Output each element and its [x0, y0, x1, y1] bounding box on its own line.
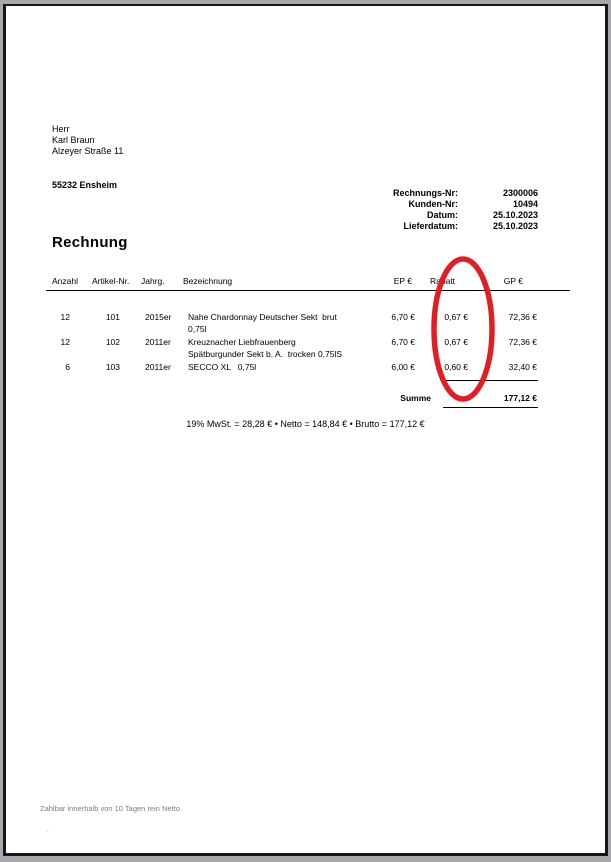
cell-gp: 32,40 €: [508, 362, 537, 372]
red-ellipse-annotation: [431, 256, 495, 402]
cell-bezeichnung: Nahe Chardonnay Deutscher Sekt brut 0,75…: [188, 312, 413, 335]
recipient-name: Karl Braun: [52, 135, 95, 145]
column-header-bezeichnung: Bezeichnung: [183, 276, 233, 286]
recipient-address-block: Herr Karl Braun Alzeyer Straße 11: [52, 124, 123, 157]
payment-terms-note: Zahlbar innerhalb von 10 Tagen rein Nett…: [40, 804, 183, 813]
cell-jahrg: 2015er: [145, 312, 172, 322]
meta-row-delivery-date: Lieferdatum: 25.10.2023: [318, 221, 538, 232]
cell-artikel-nr: 101: [105, 312, 120, 322]
red-ellipse-shape: [431, 256, 495, 402]
bezeichnung-line-2: 0,75l: [188, 323, 207, 334]
cell-rabatt: 0,67 €: [444, 312, 468, 322]
bezeichnung-line-1: SECCO XL 0,75l: [188, 362, 257, 372]
date-label: Datum:: [427, 210, 458, 220]
delivery-date-label: Lieferdatum:: [403, 221, 458, 231]
customer-number-value: 10494: [512, 199, 538, 209]
invoice-page: Herr Karl Braun Alzeyer Straße 11 55232 …: [3, 4, 608, 856]
page-title: Rechnung: [52, 234, 128, 251]
invoice-meta-block: Rechnungs-Nr: 2300006 Kunden-Nr: 10494 D…: [318, 188, 538, 232]
column-header-ep: EP €: [393, 276, 412, 286]
recipient-city: 55232 Ensheim: [52, 180, 118, 190]
date-value: 25.10.2023: [492, 210, 538, 220]
column-header-gp: GP €: [503, 276, 523, 286]
cell-ep: 6,70 €: [391, 312, 415, 322]
meta-row-invoice-number: Rechnungs-Nr: 2300006: [318, 188, 538, 199]
footer-mark: -: [46, 826, 49, 835]
column-header-anzahl: Anzahl: [52, 276, 78, 286]
cell-bezeichnung: Kreuznacher Liebfrauenberg Spätburgunder…: [188, 337, 413, 360]
cell-anzahl: 12: [60, 312, 70, 322]
cell-artikel-nr: 103: [105, 362, 120, 372]
column-header-artikel-nr: Artikel-Nr.: [92, 276, 130, 286]
total-rule-top: [443, 380, 538, 381]
column-header-jahrg: Jahrg.: [141, 276, 165, 286]
recipient-salutation: Herr: [52, 124, 70, 134]
total-value: 177,12 €: [503, 393, 537, 403]
meta-row-customer-number: Kunden-Nr: 10494: [318, 199, 539, 210]
cell-jahrg: 2011er: [145, 337, 171, 347]
cell-gp: 72,36 €: [508, 337, 537, 347]
table-row: 6 103 2011er SECCO XL 0,75l 6,00 € 0,60 …: [6, 362, 605, 386]
cell-rabatt: 0,67 €: [444, 337, 468, 347]
invoice-number-label: Rechnungs-Nr:: [393, 188, 458, 198]
cell-bezeichnung: SECCO XL 0,75l: [188, 362, 413, 374]
cell-ep: 6,70 €: [391, 337, 415, 347]
total-rule-bottom: [443, 407, 538, 408]
bezeichnung-line-2: Spätburgunder Sekt b. A. trocken 0,75lS: [188, 348, 343, 359]
cell-gp: 72,36 €: [508, 312, 537, 322]
bezeichnung-line-1: Nahe Chardonnay Deutscher Sekt brut: [188, 312, 337, 322]
tax-summary-line: 19% MwSt. = 28,28 € • Netto = 148,84 € •…: [186, 419, 425, 429]
delivery-date-value: 25.10.2023: [492, 221, 538, 231]
recipient-street: Alzeyer Straße 11: [52, 146, 124, 156]
invoice-number-value: 2300006: [502, 188, 538, 198]
bezeichnung-line-1: Kreuznacher Liebfrauenberg: [188, 337, 296, 347]
cell-jahrg: 2011er: [145, 362, 171, 372]
meta-row-date: Datum: 25.10.2023: [318, 210, 538, 221]
cell-ep: 6,00 €: [391, 362, 415, 372]
cell-anzahl: 12: [60, 337, 70, 347]
table-row: 12 102 2011er Kreuznacher Liebfrauenberg…: [6, 337, 605, 361]
header-rule: [46, 290, 570, 291]
table-row: 12 101 2015er Nahe Chardonnay Deutscher …: [6, 312, 605, 336]
cell-rabatt: 0,60 €: [444, 362, 468, 372]
cell-anzahl: 6: [65, 362, 70, 372]
customer-number-label: Kunden-Nr:: [408, 199, 459, 209]
cell-artikel-nr: 102: [105, 337, 120, 347]
total-label: Summe: [400, 393, 431, 403]
